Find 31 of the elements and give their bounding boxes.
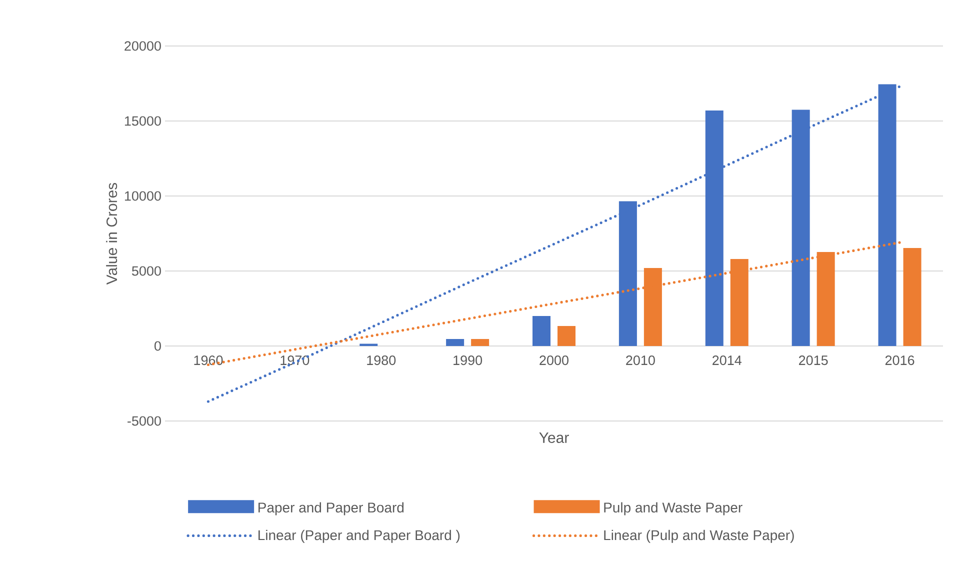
legend-label: Linear (Pulp and Waste Paper) bbox=[604, 530, 794, 543]
x-tick-label: 1990 bbox=[454, 356, 482, 366]
y-tick-label: 0 bbox=[154, 341, 161, 351]
x-tick-label: 2000 bbox=[540, 356, 568, 366]
x-tick-label: 2010 bbox=[626, 356, 655, 366]
x-tick-label: 1960 bbox=[194, 356, 223, 366]
x-axis-title: Year bbox=[539, 432, 569, 443]
x-tick-label: 2014 bbox=[712, 356, 742, 366]
y-tick-label: 5000 bbox=[132, 266, 161, 276]
bar bbox=[532, 316, 550, 346]
x-tick-label: 2016 bbox=[885, 356, 914, 366]
legend-label: Paper and Paper Board bbox=[258, 502, 404, 516]
y-axis-title: Value in Crores bbox=[106, 182, 118, 285]
bar bbox=[903, 248, 922, 346]
x-tick-label: 2015 bbox=[798, 356, 828, 366]
y-tick-label: -5000 bbox=[128, 416, 161, 426]
bar bbox=[644, 268, 662, 346]
y-tick-label: 10000 bbox=[124, 191, 161, 201]
bar bbox=[730, 259, 748, 346]
legend-label: Linear (Paper and Paper Board ) bbox=[258, 530, 460, 543]
x-tick-label: 1980 bbox=[367, 356, 396, 366]
bar bbox=[558, 326, 576, 346]
bar bbox=[471, 338, 490, 346]
legend-label: Pulp and Waste Paper bbox=[604, 502, 742, 516]
bar bbox=[446, 338, 464, 346]
bar bbox=[816, 252, 835, 346]
bar bbox=[705, 110, 724, 346]
bar bbox=[618, 201, 637, 346]
y-tick-label: 20000 bbox=[124, 41, 161, 51]
y-tick-label: 15000 bbox=[124, 116, 161, 126]
bar bbox=[792, 110, 810, 346]
